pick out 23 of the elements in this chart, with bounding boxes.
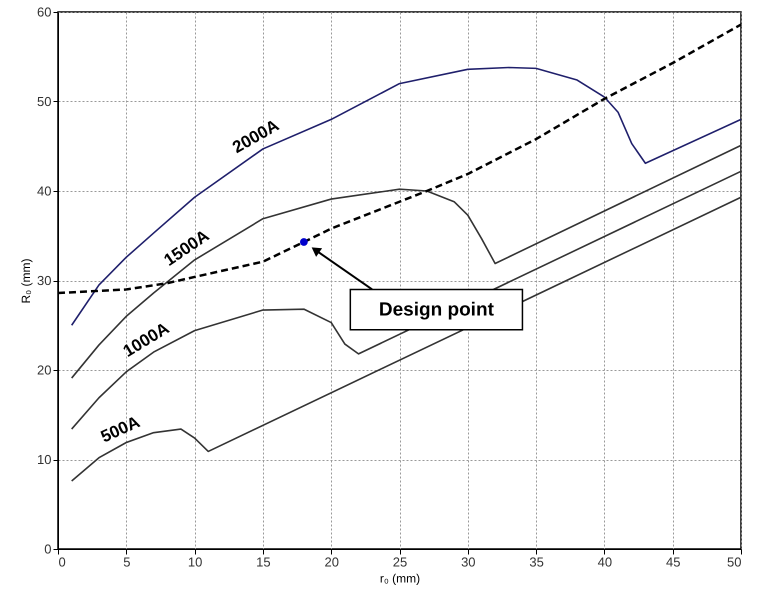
x-tick-label: 40 xyxy=(598,554,612,570)
x-tick-label: 35 xyxy=(529,554,544,570)
x-tick-label: 5 xyxy=(123,554,130,570)
x-tick-label: 30 xyxy=(461,554,476,570)
x-axis-title: r₀ (mm) xyxy=(380,572,420,586)
y-tick-label: 40 xyxy=(37,184,52,198)
line-series xyxy=(70,196,742,482)
x-tick-label: 10 xyxy=(188,554,202,570)
x-tick-label: 15 xyxy=(256,554,271,570)
y-tick-label: 30 xyxy=(37,273,52,288)
annotation: Design point xyxy=(378,300,495,321)
x-tick-label: 0 xyxy=(58,554,66,570)
y-tick-label: 20 xyxy=(37,362,52,378)
x-tick-label: 20 xyxy=(324,554,339,570)
x-tick-label: 45 xyxy=(666,554,680,570)
y-tick-label: 60 xyxy=(37,4,52,20)
y-tick-label: 0 xyxy=(44,542,52,556)
x-tick-label: 50 xyxy=(727,554,742,570)
y-tick-label: 50 xyxy=(37,94,52,109)
text: 500A xyxy=(98,412,143,446)
y-tick-label: 10 xyxy=(37,452,52,467)
y-axis-title: R₀ (mm) xyxy=(19,258,34,304)
x-tick-label: 25 xyxy=(392,554,408,570)
